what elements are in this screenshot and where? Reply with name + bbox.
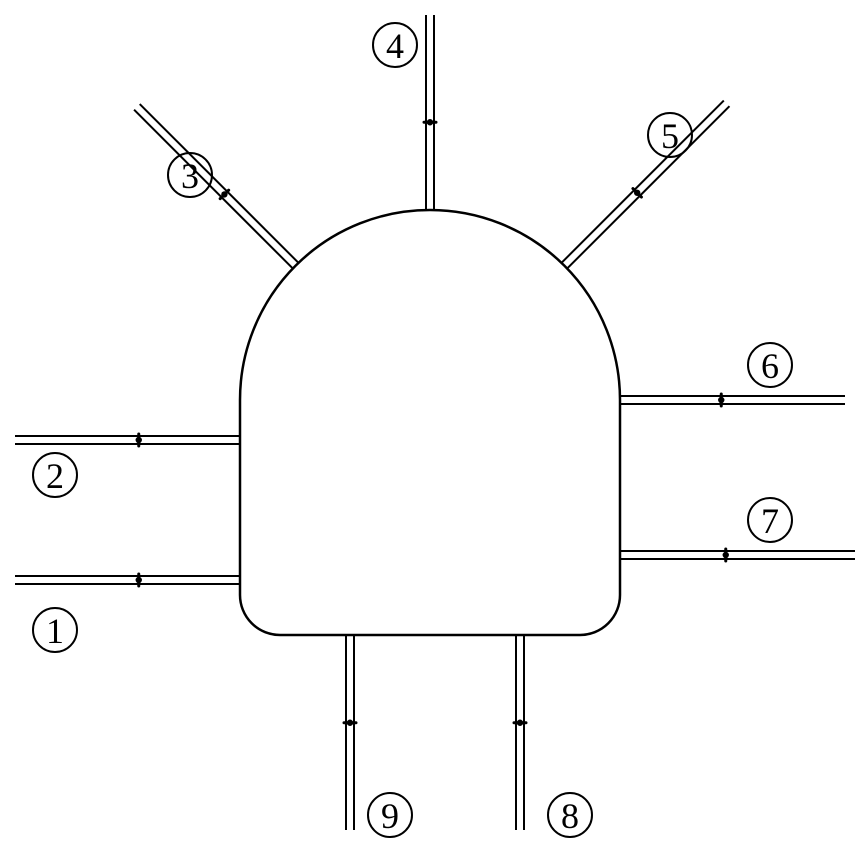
borehole-tick-dot bbox=[221, 191, 227, 197]
tunnel-outline bbox=[240, 210, 620, 635]
label-text: 5 bbox=[661, 116, 679, 156]
borehole-tick-dot bbox=[427, 119, 433, 125]
label-text: 8 bbox=[561, 796, 579, 836]
borehole-tick-dot bbox=[634, 190, 640, 196]
borehole-tick-dot bbox=[718, 397, 724, 403]
borehole-tick-dot bbox=[723, 552, 729, 558]
label-text: 4 bbox=[386, 26, 404, 66]
label-text: 1 bbox=[46, 611, 64, 651]
borehole-tick-dot bbox=[136, 577, 142, 583]
borehole-tick-dot bbox=[347, 720, 353, 726]
label-text: 9 bbox=[381, 796, 399, 836]
borehole-tick-dot bbox=[136, 437, 142, 443]
label-text: 3 bbox=[181, 156, 199, 196]
label-text: 7 bbox=[761, 501, 779, 541]
label-text: 6 bbox=[761, 346, 779, 386]
borehole-tick-dot bbox=[517, 720, 523, 726]
label-text: 2 bbox=[46, 456, 64, 496]
